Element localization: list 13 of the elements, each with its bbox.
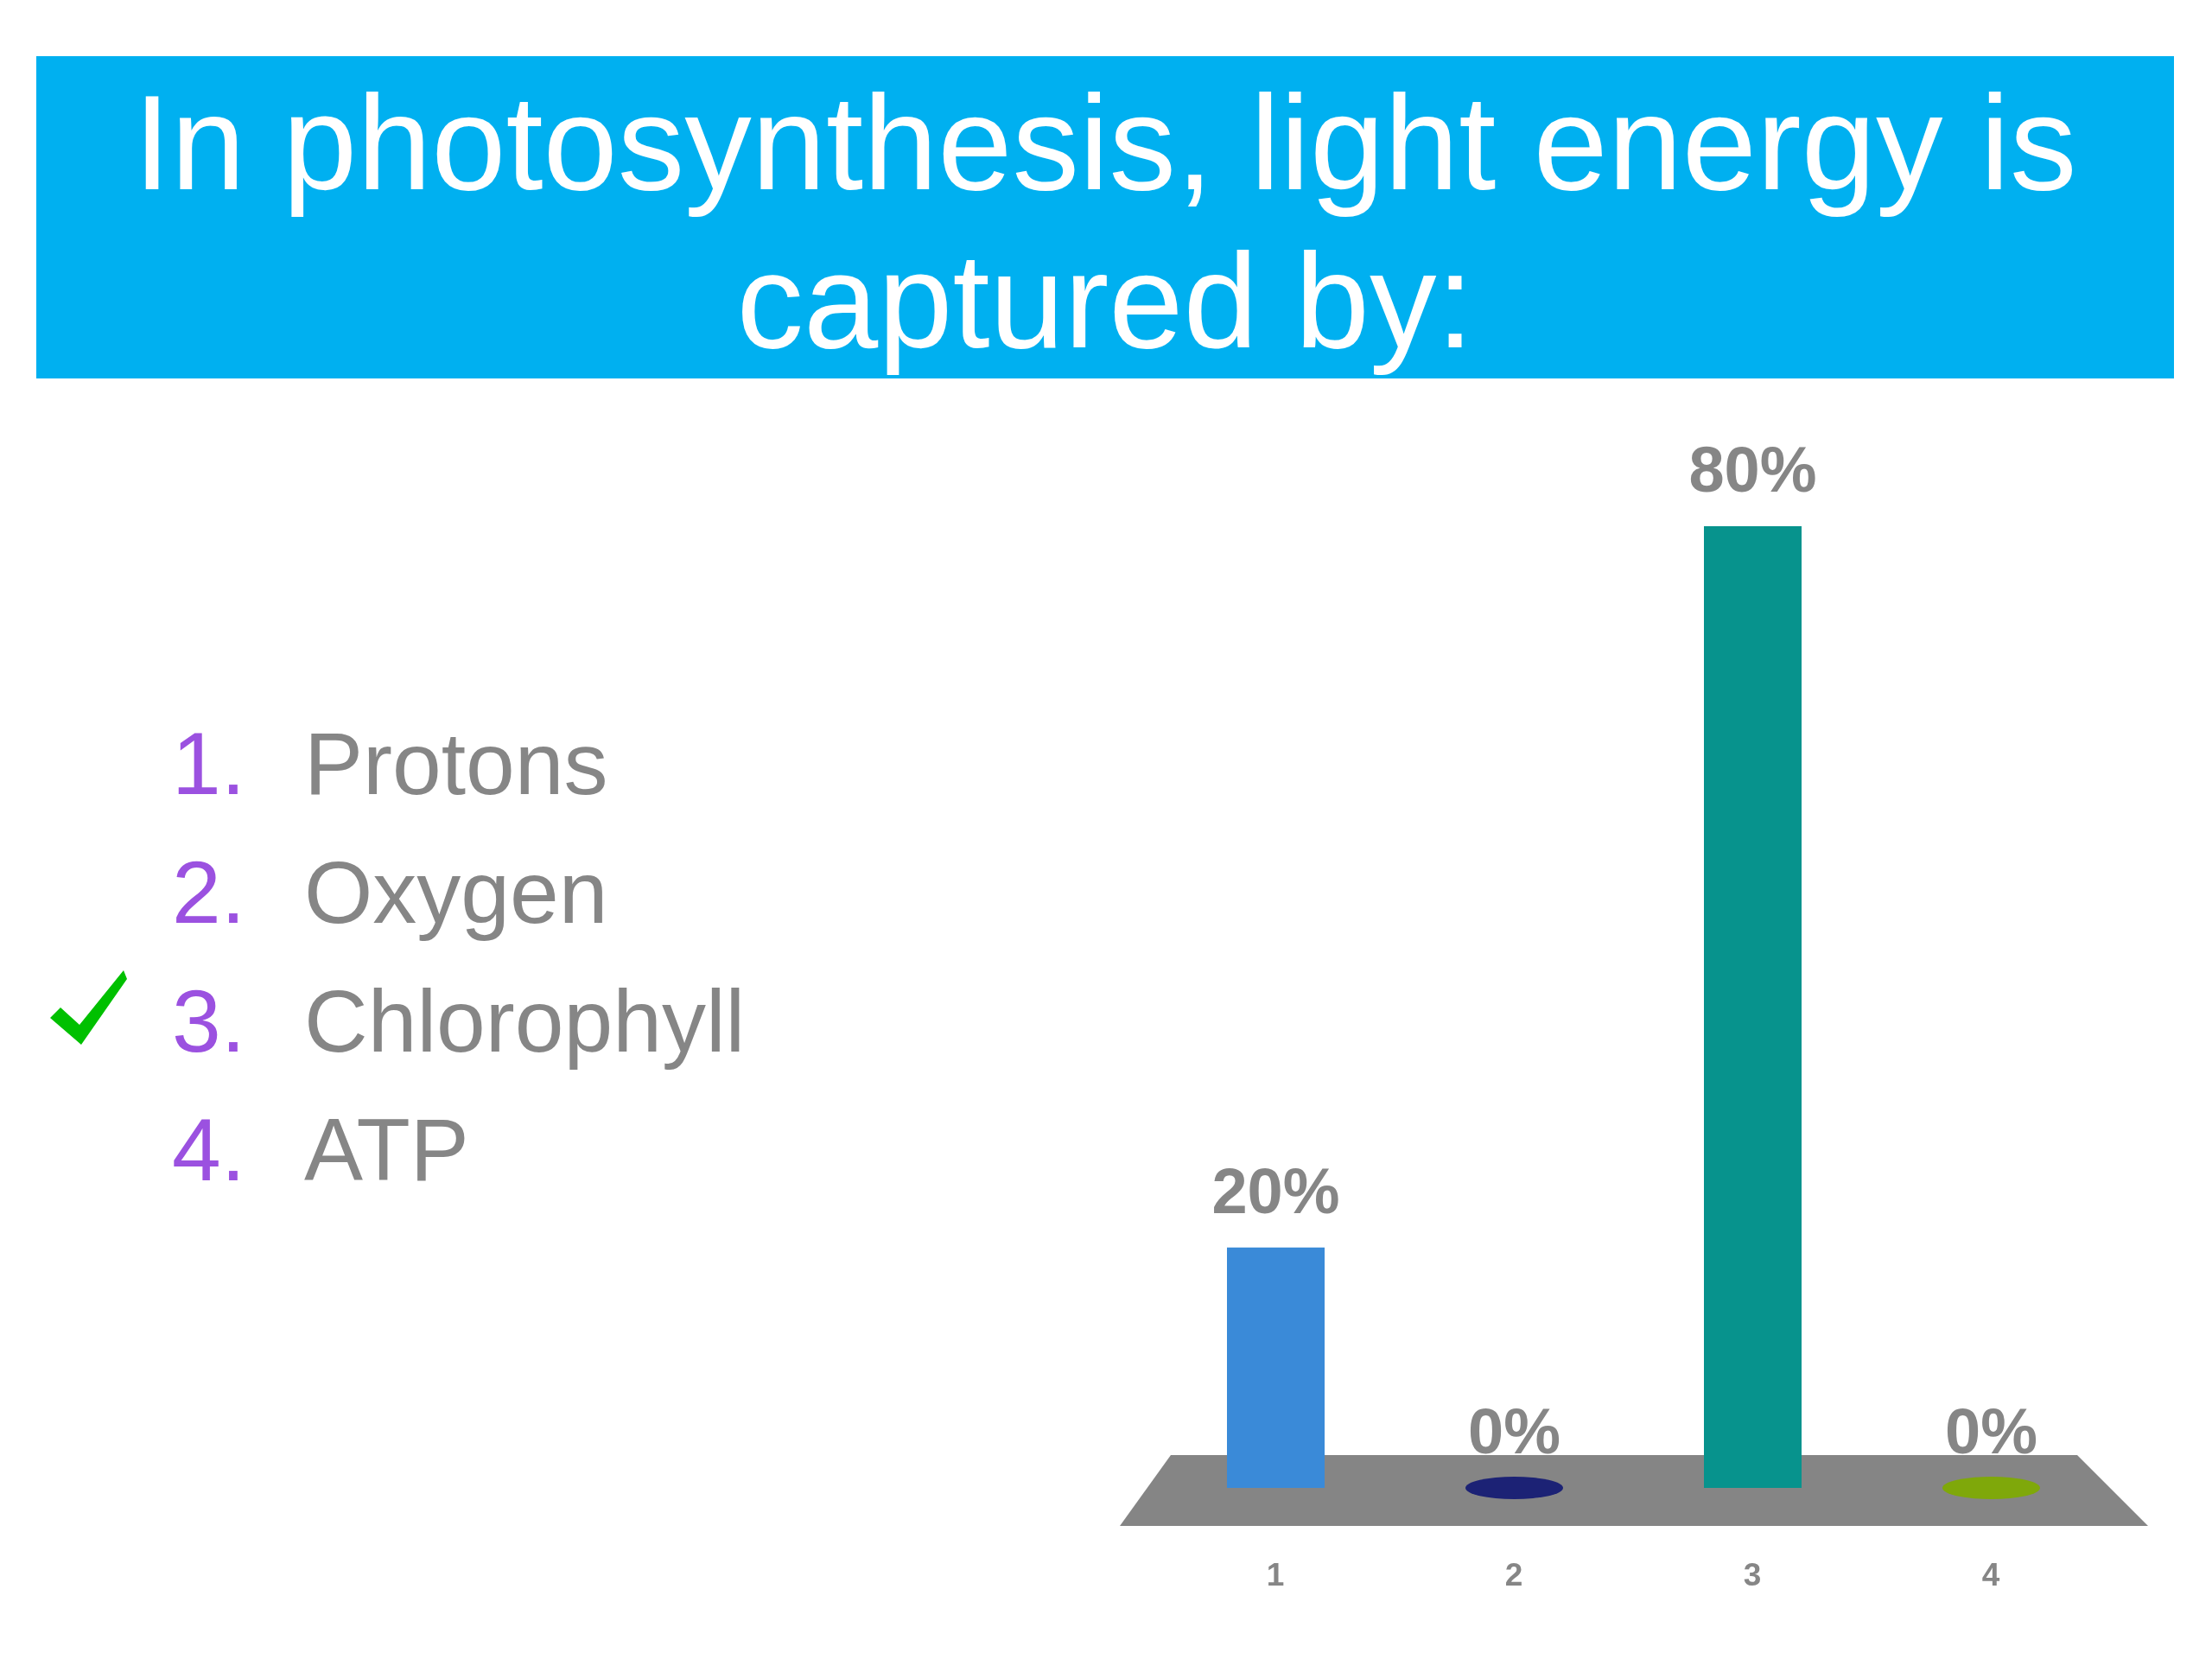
text: 2. Oxygen — [172, 842, 608, 944]
text: 4. ATP — [172, 1100, 469, 1201]
x-tick-label: 2 — [1504, 1557, 1523, 1593]
data-label: 20% — [1211, 1154, 1340, 1227]
x-tick-label: 3 — [1743, 1557, 1762, 1593]
data-label: 0% — [1468, 1395, 1560, 1467]
text: 3. Chlorophyll — [172, 971, 746, 1072]
data-label: 80% — [1688, 434, 1817, 505]
text: 1. Protons — [172, 714, 608, 815]
data-label: 0% — [1945, 1395, 2037, 1467]
x-tick-label: 4 — [1981, 1557, 2000, 1593]
chart-title: In photosynthesis, light energy is captured by: — [36, 56, 2174, 378]
x-tick-label: 1 — [1266, 1557, 1285, 1593]
